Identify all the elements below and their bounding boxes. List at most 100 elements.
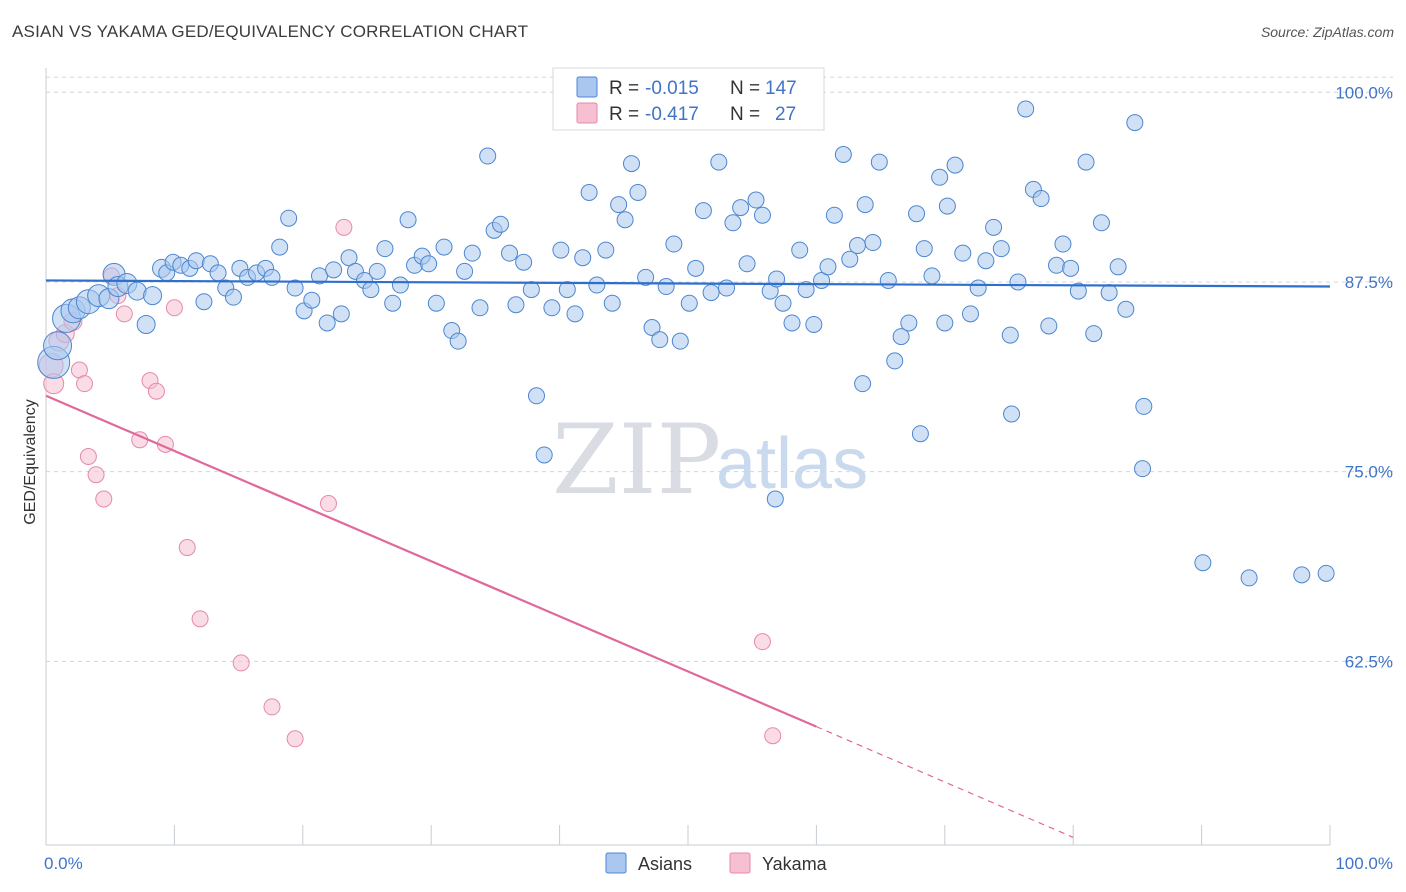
legend-swatch-asians	[576, 76, 598, 98]
asian-point-51	[427, 294, 445, 312]
asian-point-79	[629, 183, 647, 201]
asian-point-66	[535, 446, 553, 464]
asian-point-95	[747, 191, 765, 209]
legend-swatch-yakama	[576, 102, 598, 124]
asian-point-86	[680, 294, 698, 312]
yakama-point-21	[263, 698, 281, 716]
asian-point-120	[931, 168, 949, 186]
asian-point-114	[886, 352, 904, 370]
yakama-point-15	[147, 382, 165, 400]
asian-point-134	[1040, 317, 1058, 335]
asian-point-125	[969, 279, 987, 297]
y-tick-label-2: 75.0%	[1345, 463, 1393, 482]
asian-point-91	[718, 279, 736, 297]
asian-point-102	[797, 281, 815, 299]
asian-point-75	[603, 294, 621, 312]
x-tick-label-max: 100.0%	[1335, 854, 1393, 873]
asian-point-110	[856, 196, 874, 214]
asian-point-150	[1317, 564, 1335, 582]
asian-point-65	[527, 387, 545, 405]
asian-series-points	[37, 100, 1335, 587]
asian-point-96	[753, 206, 771, 224]
yakama-point-22	[286, 730, 304, 748]
legend-asians-n-value: 147	[765, 78, 797, 99]
asian-point-56	[463, 244, 481, 262]
asian-point-32	[286, 279, 304, 297]
asian-point-106	[825, 206, 843, 224]
legend-asians-r-label: R =	[609, 78, 639, 99]
series-legend: Asians Yakama	[605, 852, 828, 874]
asian-point-22	[209, 264, 227, 282]
asian-point-123	[954, 244, 972, 262]
yakama-trend-extension	[816, 726, 1074, 838]
asian-point-148	[1240, 569, 1258, 587]
asian-point-30	[271, 238, 289, 256]
yakama-point-25	[753, 633, 771, 651]
asian-point-151	[766, 490, 784, 508]
legend-asians-r-value: -0.015	[645, 78, 699, 99]
asian-point-153	[1003, 405, 1021, 423]
asian-point-118	[915, 240, 933, 258]
asian-point-100	[783, 314, 801, 332]
y-tick-label-1: 87.5%	[1345, 273, 1393, 292]
asian-point-50	[420, 255, 438, 273]
asian-point-109	[848, 237, 866, 255]
asian-point-81	[643, 319, 661, 337]
asian-point-52	[435, 238, 453, 256]
asian-point-20	[195, 293, 213, 311]
yakama-point-19	[191, 610, 209, 628]
asian-point-131	[1017, 100, 1035, 118]
yakama-point-8	[87, 466, 105, 484]
yakama-point-20	[232, 654, 250, 672]
asian-point-77	[616, 211, 634, 229]
asian-point-144	[1117, 300, 1135, 318]
yakama-point-24	[335, 218, 353, 236]
bottom-legend-swatch-yakama	[729, 852, 751, 874]
legend-yakama-n-value: 27	[775, 104, 796, 125]
yakama-point-18	[178, 539, 196, 557]
asian-point-1	[43, 331, 73, 361]
asian-point-31	[280, 209, 298, 227]
asian-point-116	[900, 314, 918, 332]
asian-point-137	[1062, 259, 1080, 277]
asian-point-70	[566, 305, 584, 323]
asian-point-127	[985, 218, 1003, 236]
y-tick-labels: 100.0% 87.5% 75.0% 62.5%	[1335, 83, 1393, 671]
asian-point-29	[263, 268, 281, 286]
bottom-legend-label-asians: Asians	[638, 854, 692, 874]
asian-point-108	[841, 250, 859, 268]
asian-point-68	[552, 241, 570, 259]
legend-box	[552, 67, 825, 131]
x-tick-label-min: 0.0%	[44, 854, 83, 873]
asian-point-107	[834, 146, 852, 164]
asian-point-99	[774, 294, 792, 312]
asian-point-117	[908, 205, 926, 223]
asian-point-55	[456, 262, 474, 280]
asian-point-94	[738, 255, 756, 273]
asian-point-130	[1009, 273, 1027, 291]
asian-point-138	[1069, 282, 1087, 300]
asian-point-115	[892, 328, 910, 346]
yakama-point-26	[764, 727, 782, 745]
legend-yakama-r-label: R =	[609, 104, 639, 125]
asian-point-83	[657, 278, 675, 296]
asian-point-121	[938, 197, 956, 215]
asian-point-122	[946, 156, 964, 174]
asian-point-139	[1077, 153, 1095, 171]
watermark-atlas: atlas	[716, 424, 868, 504]
watermark-zip: ZIP	[552, 404, 721, 516]
watermark: ZIP atlas	[552, 404, 868, 516]
asian-point-152	[911, 425, 929, 443]
chart-title: ASIAN VS YAKAMA GED/EQUIVALENCY CORRELAT…	[12, 22, 529, 41]
asian-point-42	[362, 281, 380, 299]
yakama-point-17	[165, 299, 183, 317]
x-axis-ticks	[45, 825, 1331, 845]
asian-point-155	[936, 314, 954, 332]
asian-point-67	[543, 299, 561, 317]
asian-point-149	[1293, 566, 1311, 584]
asian-point-113	[879, 271, 897, 289]
asian-point-64	[522, 281, 540, 299]
asian-point-146	[1134, 460, 1152, 478]
asian-point-101	[791, 241, 809, 259]
